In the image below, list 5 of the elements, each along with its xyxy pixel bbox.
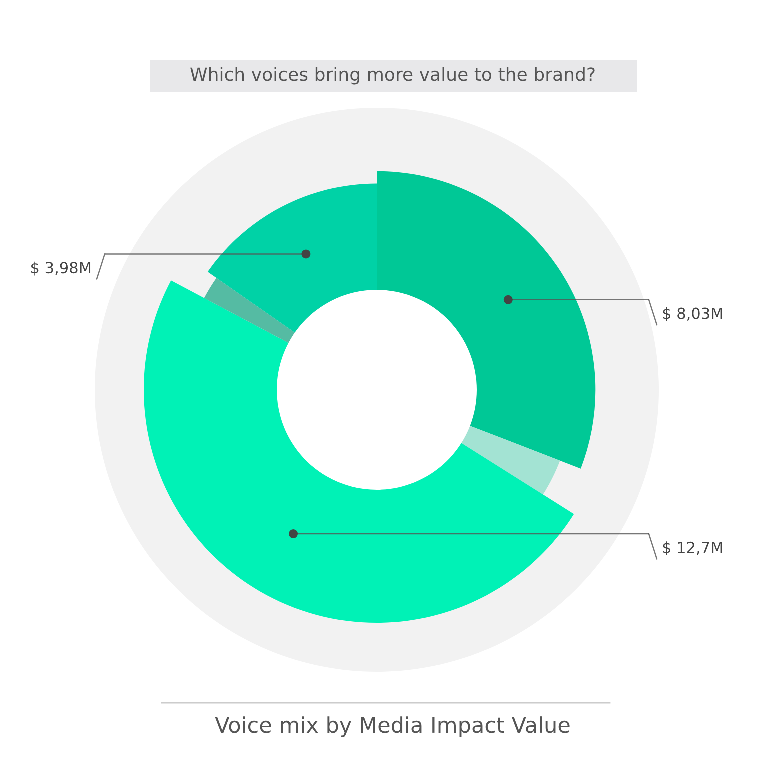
data-label: $ 12,7M (663, 542, 722, 556)
chart-title: Which voices bring more value to the brand? (190, 67, 595, 85)
data-label: $ 8,03M (663, 308, 722, 322)
text: Voice mix by Media Impact Value (215, 716, 570, 738)
data-label: $ 3,98M (31, 262, 91, 276)
